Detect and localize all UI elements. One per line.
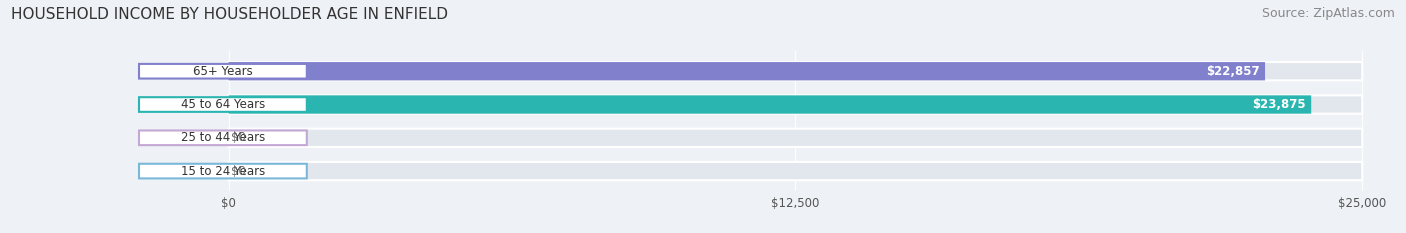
Text: Source: ZipAtlas.com: Source: ZipAtlas.com	[1261, 7, 1395, 20]
FancyBboxPatch shape	[139, 64, 307, 79]
FancyBboxPatch shape	[139, 130, 307, 145]
FancyBboxPatch shape	[139, 164, 307, 178]
Text: 25 to 44 Years: 25 to 44 Years	[181, 131, 264, 144]
Text: 45 to 64 Years: 45 to 64 Years	[181, 98, 264, 111]
Text: HOUSEHOLD INCOME BY HOUSEHOLDER AGE IN ENFIELD: HOUSEHOLD INCOME BY HOUSEHOLDER AGE IN E…	[11, 7, 449, 22]
Text: $0: $0	[231, 131, 246, 144]
FancyBboxPatch shape	[229, 162, 1362, 180]
FancyBboxPatch shape	[229, 95, 1312, 114]
FancyBboxPatch shape	[229, 95, 1362, 114]
Text: $0: $0	[231, 164, 246, 178]
Text: $23,875: $23,875	[1251, 98, 1306, 111]
Text: 15 to 24 Years: 15 to 24 Years	[181, 164, 264, 178]
FancyBboxPatch shape	[229, 62, 1265, 80]
Text: 65+ Years: 65+ Years	[193, 65, 253, 78]
FancyBboxPatch shape	[139, 97, 307, 112]
FancyBboxPatch shape	[229, 129, 1362, 147]
Text: $22,857: $22,857	[1206, 65, 1260, 78]
FancyBboxPatch shape	[229, 62, 1362, 80]
